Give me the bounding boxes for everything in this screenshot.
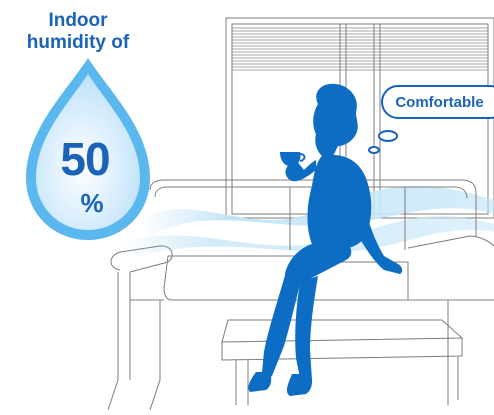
humidity-heading: Indoor humidity of bbox=[18, 10, 138, 54]
humidity-unit: % bbox=[80, 188, 104, 218]
humidity-heading-line2: humidity of bbox=[26, 32, 130, 53]
window-blinds bbox=[232, 27, 488, 71]
humidity-heading-line1: Indoor bbox=[48, 10, 108, 31]
thought-bubble bbox=[368, 85, 494, 154]
air-waves bbox=[120, 186, 494, 256]
coffee-table bbox=[107, 319, 464, 411]
woman-silhouette bbox=[248, 83, 403, 396]
comfort-text: Comfortable bbox=[395, 94, 484, 111]
water-drop-icon bbox=[26, 58, 150, 240]
humidity-value: 50 bbox=[60, 133, 110, 185]
